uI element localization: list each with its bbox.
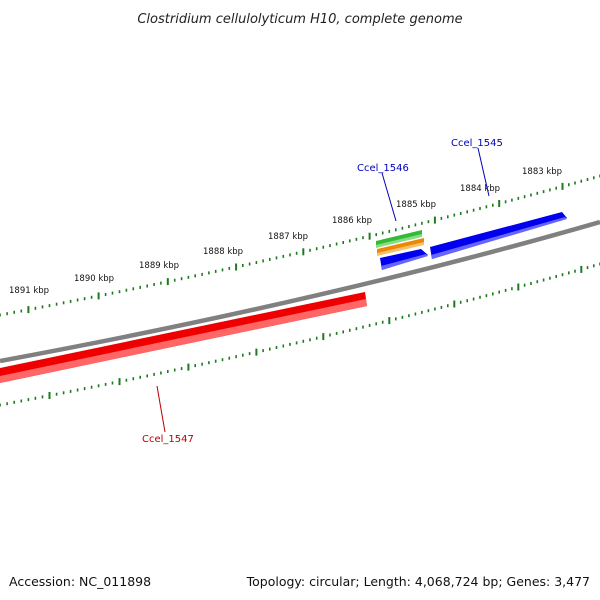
- scale-label: 1889 kbp: [139, 261, 179, 271]
- genome-backbone: [0, 219, 600, 364]
- inner-tick-row: [0, 262, 600, 407]
- gene-label-ccel-1546[interactable]: Ccel_1546: [357, 163, 409, 174]
- leader-line-ccel-1547: [156, 385, 166, 433]
- green-feature-bottom: [376, 234, 422, 248]
- scale-label: 1890 kbp: [74, 274, 114, 284]
- leader-line-ccel-1546: [381, 172, 397, 222]
- gene-label-ccel-1545[interactable]: Ccel_1545: [451, 138, 503, 149]
- scale-label: 1891 kbp: [9, 286, 49, 296]
- scale-label: 1886 kbp: [332, 216, 372, 226]
- scale-label: 1887 kbp: [268, 232, 308, 242]
- gene-ccel-1546-shade: [381, 254, 428, 270]
- green-feature-top[interactable]: [376, 230, 422, 246]
- orange-feature-top[interactable]: [377, 238, 424, 254]
- scale-labels: 1883 kbp 1884 kbp 1885 kbp 1886 kbp 1887…: [9, 167, 562, 296]
- scale-label: 1888 kbp: [203, 247, 243, 257]
- features: [0, 212, 567, 383]
- scale-label: 1883 kbp: [522, 167, 562, 177]
- gene-ccel-1545-shade: [431, 217, 567, 259]
- scale-label: 1884 kbp: [460, 184, 500, 194]
- gene-ccel-1547-shade: [0, 299, 367, 383]
- outer-tick-row: [0, 174, 600, 317]
- accession-text: Accession: NC_011898: [9, 574, 151, 589]
- map-title: Clostridium cellulolyticum H10, complete…: [137, 12, 462, 27]
- gene-label-ccel-1547[interactable]: Ccel_1547: [142, 434, 194, 445]
- scale-label: 1885 kbp: [396, 200, 436, 210]
- orange-feature-bottom: [377, 242, 424, 256]
- genome-summary-text: Topology: circular; Length: 4,068,724 bp…: [246, 574, 590, 589]
- leader-line-ccel-1545: [477, 147, 490, 197]
